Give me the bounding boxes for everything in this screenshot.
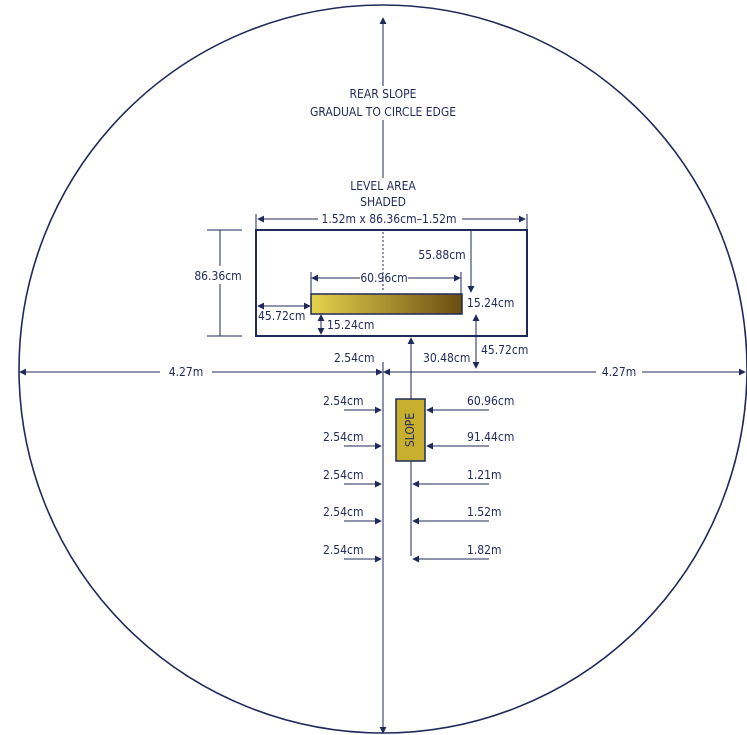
rear-slope-label-2: GRADUAL TO CIRCLE EDGE [310, 105, 456, 119]
rear-slope-label-1: REAR SLOPE [350, 87, 417, 101]
step-row-5: 2.54cm 1.82m [323, 543, 502, 563]
step-right-label: 60.96cm [467, 394, 514, 408]
step-right-label: 1.21m [467, 468, 502, 482]
slope-block [395, 398, 426, 462]
board-width-label: 60.96cm [360, 271, 407, 285]
step-left-label: 2.54cm [323, 543, 363, 557]
left-height-label: 86.36cm [194, 269, 241, 283]
step-row-1: 2.54cm 60.96cm [323, 394, 514, 414]
step-left-label: 2.54cm [323, 505, 363, 519]
step-left-label: 2.54cm [323, 430, 363, 444]
bottom-gap-label: 15.24cm [327, 318, 374, 332]
slope-label: SLOPE [403, 413, 417, 447]
center-offset-label: 2.54cm [334, 351, 374, 365]
level-area-label-2: SHADED [360, 195, 406, 209]
top-width-label: 1.52m x 86.36cm–1.52m [321, 212, 456, 226]
right-radius-label: 4.27m [602, 365, 637, 379]
pitching-board [310, 293, 463, 315]
step-left-label: 2.54cm [323, 468, 363, 482]
left-gap-label: 45.72cm [258, 309, 305, 323]
step-right-label: 1.82m [467, 543, 502, 557]
step-right-label: 1.52m [467, 505, 502, 519]
step-right-label: 91.44cm [467, 430, 514, 444]
step-left-label: 2.54cm [323, 394, 363, 408]
board-height-label: 15.24cm [467, 296, 514, 310]
right-drop-label: 45.72cm [481, 343, 528, 357]
level-area-rect [255, 229, 528, 337]
step-row-3: 2.54cm 1.21m [323, 468, 502, 488]
step-row-2: 2.54cm 91.44cm [323, 430, 514, 450]
left-radius-label: 4.27m [169, 365, 204, 379]
level-area-label-1: LEVEL AREA [350, 179, 416, 193]
right-offset-label: 30.48cm [423, 351, 470, 365]
step-row-4: 2.54cm 1.52m [323, 505, 502, 525]
top-gap-label: 55.88cm [418, 248, 465, 262]
